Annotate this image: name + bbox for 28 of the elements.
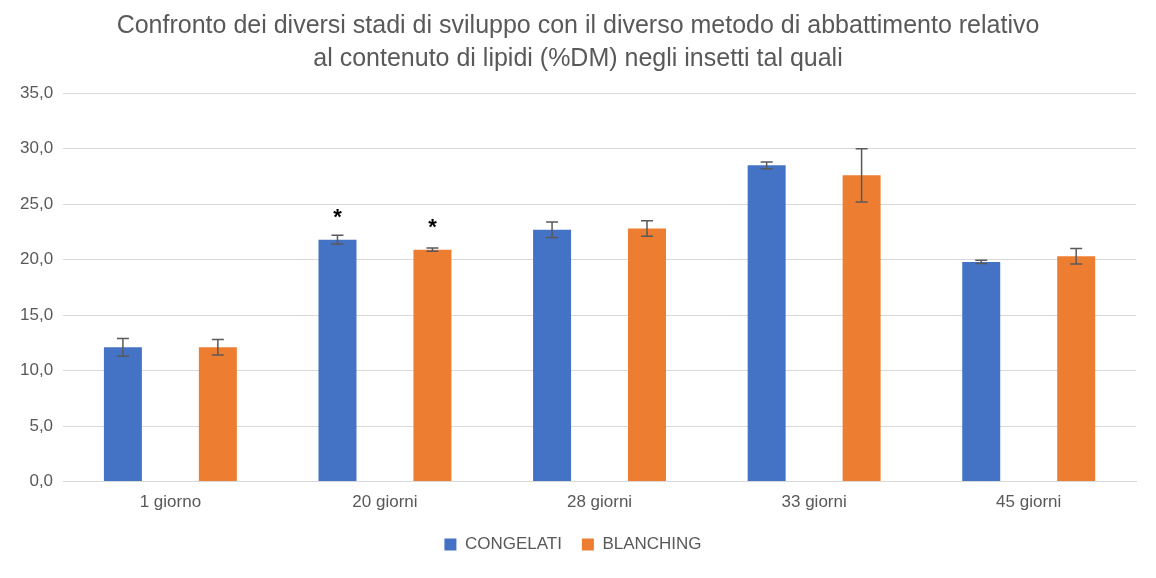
bar bbox=[413, 249, 452, 482]
bar bbox=[1057, 256, 1096, 482]
y-tick-label: 35,0 bbox=[19, 82, 54, 102]
y-tick-label: 30,0 bbox=[19, 138, 54, 158]
bar bbox=[103, 347, 142, 482]
annotation: * bbox=[333, 203, 343, 229]
x-tick-label: 45 giorni bbox=[996, 492, 1062, 512]
bar bbox=[747, 165, 786, 482]
bar bbox=[628, 228, 667, 482]
y-tick-label: 0,0 bbox=[29, 471, 54, 491]
legend-label: CONGELATI bbox=[464, 534, 562, 554]
bar bbox=[842, 175, 881, 482]
legend-label: BLANCHING bbox=[602, 534, 702, 554]
y-tick-label: 25,0 bbox=[19, 193, 54, 213]
y-tick-label: 10,0 bbox=[19, 360, 54, 380]
x-tick-label: 20 giorni bbox=[352, 492, 418, 512]
chart-title: Confronto dei diversi stadi di sviluppo con il diverso metodo di abbattimento relativo al contenuto di lipidi (%DM) negli insetti tal quali bbox=[115, 9, 1041, 73]
y-tick-label: 5,0 bbox=[29, 415, 54, 435]
bar bbox=[962, 261, 1001, 482]
bar bbox=[533, 229, 572, 482]
x-tick-label: 1 giorno bbox=[139, 492, 202, 512]
bar bbox=[198, 347, 237, 482]
x-tick-label: 33 giorni bbox=[781, 492, 847, 512]
y-tick-label: 15,0 bbox=[19, 304, 54, 324]
bar bbox=[318, 239, 357, 482]
annotation: * bbox=[428, 213, 438, 239]
y-tick-label: 20,0 bbox=[19, 249, 54, 269]
x-tick-label: 28 giorni bbox=[566, 492, 633, 512]
